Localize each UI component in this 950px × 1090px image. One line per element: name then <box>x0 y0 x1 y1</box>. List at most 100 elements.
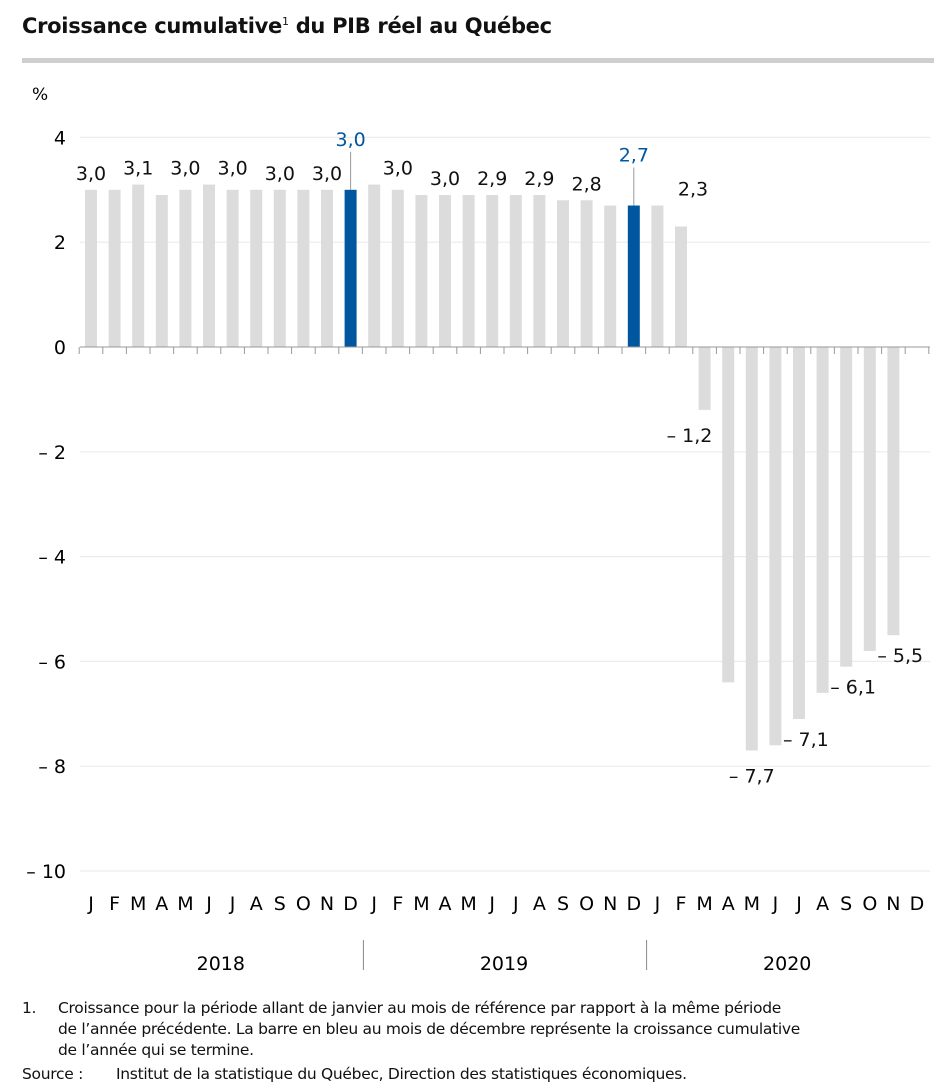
x-month-label: M <box>130 893 146 915</box>
x-month-label: N <box>886 893 900 915</box>
x-month-label: J <box>229 893 236 915</box>
footnote-number: 1. <box>22 999 37 1017</box>
data-label: – 1,2 <box>667 425 713 447</box>
x-month-label: D <box>343 893 358 915</box>
bar <box>793 347 805 720</box>
bar <box>745 347 758 751</box>
x-month-label: M <box>744 893 760 915</box>
x-month-label: A <box>816 893 829 915</box>
y-tick-label: 0 <box>54 337 66 359</box>
title-text-rest: du PIB réel au Québec <box>288 14 552 38</box>
y-tick-label: 2 <box>54 232 66 254</box>
bar <box>85 189 97 347</box>
title-rule <box>22 58 934 63</box>
x-month-label: A <box>533 893 546 915</box>
data-label: 3,0 <box>217 158 247 180</box>
bar <box>580 200 593 347</box>
bar <box>698 347 711 410</box>
data-label: 3,0 <box>170 158 200 180</box>
data-label: – 5,5 <box>877 645 923 667</box>
x-month-label: J <box>488 893 495 915</box>
bar <box>769 347 782 746</box>
source-label: Source : <box>22 1065 83 1083</box>
x-month-label: D <box>910 893 925 915</box>
data-label: 3,0 <box>383 158 413 180</box>
x-month-label: O <box>579 893 594 915</box>
footnote-line-2: de l’année précédente. La barre en bleu … <box>58 1020 800 1038</box>
x-month-label: M <box>177 893 193 915</box>
x-month-label: J <box>87 893 94 915</box>
x-month-label: A <box>722 893 735 915</box>
y-tick-label: 4 <box>54 127 66 149</box>
bar <box>203 184 215 347</box>
bar <box>321 189 333 347</box>
data-label: 3,0 <box>265 163 295 185</box>
x-month-label: J <box>512 893 519 915</box>
x-month-label: O <box>296 893 311 915</box>
bar <box>627 205 640 347</box>
bar <box>887 347 900 636</box>
x-month-label: J <box>654 893 661 915</box>
data-label: 2,9 <box>477 168 507 190</box>
bar <box>226 189 239 347</box>
bar-chart: % 4 2 0 – 2 – 4 – 6 – 8 – 10 3,0 3,1 3,0 3,0 3,0 3,0 3,… <box>26 85 930 975</box>
bar <box>462 195 475 347</box>
x-month-label: A <box>439 893 452 915</box>
x-month-label: J <box>795 893 802 915</box>
bar <box>604 205 617 347</box>
bar <box>415 195 428 347</box>
y-tick-label: – 2 <box>38 442 66 464</box>
x-year-label: 2018 <box>197 953 245 975</box>
bar <box>179 189 192 347</box>
bar <box>486 195 499 347</box>
x-month-label: J <box>370 893 377 915</box>
x-month-label: N <box>603 893 617 915</box>
bar <box>344 189 357 347</box>
bar <box>273 189 286 347</box>
y-tick-label: – 8 <box>38 756 66 778</box>
footnote-line-3: de l’année qui se termine. <box>58 1041 254 1059</box>
data-label: – 6,1 <box>830 677 876 699</box>
bar <box>439 195 451 347</box>
data-label: 2,7 <box>619 145 649 167</box>
title-text: Croissance cumulative <box>22 14 282 38</box>
chart-title: Croissance cumulative1 du PIB réel au Qu… <box>22 14 552 38</box>
data-label: 2,9 <box>524 168 554 190</box>
x-month-label: M <box>460 893 476 915</box>
bar <box>722 347 735 683</box>
x-year-label: 2020 <box>763 953 811 975</box>
source-text: Institut de la statistique du Québec, Di… <box>116 1065 687 1083</box>
x-month-label: A <box>155 893 168 915</box>
bar <box>297 189 310 347</box>
bar <box>533 195 546 347</box>
x-year-label: 2019 <box>480 953 528 975</box>
data-label: 3,0 <box>335 129 365 151</box>
bar <box>651 205 664 347</box>
x-month-label: F <box>392 893 403 915</box>
title-footnote-marker: 1 <box>281 15 289 28</box>
x-month-label: F <box>109 893 120 915</box>
bar <box>675 226 687 347</box>
x-month-label: D <box>626 893 641 915</box>
x-month-label: A <box>250 893 263 915</box>
data-label: 2,8 <box>571 173 601 195</box>
y-tick-label: – 10 <box>26 861 66 883</box>
bar <box>391 189 404 347</box>
data-label: 3,0 <box>430 168 460 190</box>
x-month-label: S <box>557 893 569 915</box>
bar <box>863 347 876 651</box>
footnote-line-1: Croissance pour la période allant de jan… <box>58 999 781 1017</box>
bar <box>250 189 263 347</box>
data-label: 2,3 <box>678 179 708 201</box>
bar <box>840 347 853 667</box>
data-label: – 7,1 <box>783 729 829 751</box>
data-label: 3,0 <box>76 163 106 185</box>
y-tick-label: – 6 <box>38 651 66 673</box>
data-label: 3,0 <box>312 163 342 185</box>
x-month-label: O <box>862 893 877 915</box>
bar <box>108 189 121 347</box>
data-label: – 7,7 <box>729 765 775 787</box>
bar <box>132 184 145 347</box>
y-axis-unit-label: % <box>32 85 48 105</box>
bar <box>368 184 381 347</box>
